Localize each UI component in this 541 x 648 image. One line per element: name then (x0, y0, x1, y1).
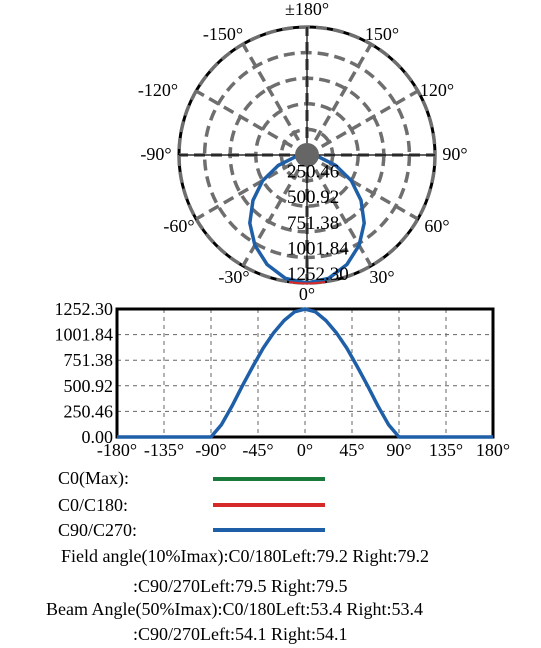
y-tick-label-1: 250.46 (64, 401, 114, 421)
polar-angle-label-11: -150° (203, 24, 243, 44)
y-tick-label-4: 1001.84 (55, 325, 114, 345)
polar-spoke-300 (195, 153, 308, 221)
legend-line-c90c270 (213, 528, 325, 532)
x-tick-label-3: -45° (242, 440, 273, 460)
polar-angle-label-7: -30° (218, 267, 249, 287)
polar-series-c0c180 (288, 281, 326, 285)
polar-spoke-150 (305, 43, 373, 156)
y-tick-label-2: 500.92 (64, 376, 114, 396)
polar-angle-label-2: 120° (420, 80, 454, 100)
x-tick-label-7: 135° (429, 440, 463, 460)
polar-radial-tick-1: 500.92 (287, 187, 339, 208)
legend-label-c0c180: C0/C180: (58, 495, 129, 515)
polar-angle-label-0: ±180° (285, 0, 329, 19)
polar-angle-label-3: 90° (442, 144, 467, 164)
x-tick-label-0: -180° (97, 440, 137, 460)
polar-spoke-330 (241, 154, 309, 267)
y-tick-label-0: 0.00 (82, 427, 114, 447)
polar-spoke-240 (195, 89, 308, 157)
polar-angle-label-9: -90° (140, 144, 171, 164)
field-angle-line1: Field angle(10%Imax):C0/180Left:79.2 Rig… (61, 546, 429, 566)
polar-radial-tick-4: 1252.30 (287, 264, 349, 285)
polar-spoke-210 (241, 43, 309, 156)
cartesian-chart: 0.00 250.46 500.92 751.38 1001.84 1252.30 -180… (55, 299, 511, 460)
x-tick-label-6: 90° (386, 440, 411, 460)
beam-angle-line1: Beam Angle(50%Imax):C0/180Left:53.4 Righ… (46, 599, 423, 619)
x-tick-label-4: 0° (297, 440, 313, 460)
polar-radial-tick-0: 250.46 (287, 162, 339, 183)
polar-angle-label-1: 150° (365, 24, 399, 44)
field-angle-line2: :C90/270Left:79.5 Right:79.5 (133, 576, 348, 596)
polar-origin-marker (295, 143, 319, 167)
x-tick-label-8: 180° (476, 440, 510, 460)
polar-spoke-60 (306, 153, 419, 221)
polar-chart: 250.46 500.92 751.38 1001.84 1252.30 ±180° 150… (138, 0, 468, 300)
polar-spoke-30 (305, 154, 373, 267)
beam-angle-line2: :C90/270Left:54.1 Right:54.1 (133, 624, 348, 644)
legend-line-c0c180 (213, 503, 325, 507)
polar-angle-label-5: 30° (369, 267, 394, 287)
polar-spoke-120 (306, 89, 419, 157)
legend-label-c90c270: C90/C270: (58, 520, 138, 540)
polar-radial-tick-2: 751.38 (287, 213, 339, 234)
x-tick-label-5: 45° (339, 440, 364, 460)
polar-angle-label-6: 0° (299, 284, 315, 300)
polar-angle-label-4: 60° (424, 216, 449, 236)
polar-angle-label-8: -60° (163, 216, 194, 236)
x-tick-label-1: -135° (144, 440, 184, 460)
y-tick-label-5: 1252.30 (55, 299, 114, 319)
legend-line-c0max (213, 477, 325, 481)
y-tick-label-3: 751.38 (64, 350, 114, 370)
series-c90c270-line (117, 307, 493, 439)
polar-angle-label-10: -120° (138, 80, 178, 100)
polar-radial-tick-3: 1001.84 (287, 238, 349, 259)
legend-label-c0max: C0(Max): (58, 468, 129, 488)
x-tick-label-2: -90° (195, 440, 226, 460)
